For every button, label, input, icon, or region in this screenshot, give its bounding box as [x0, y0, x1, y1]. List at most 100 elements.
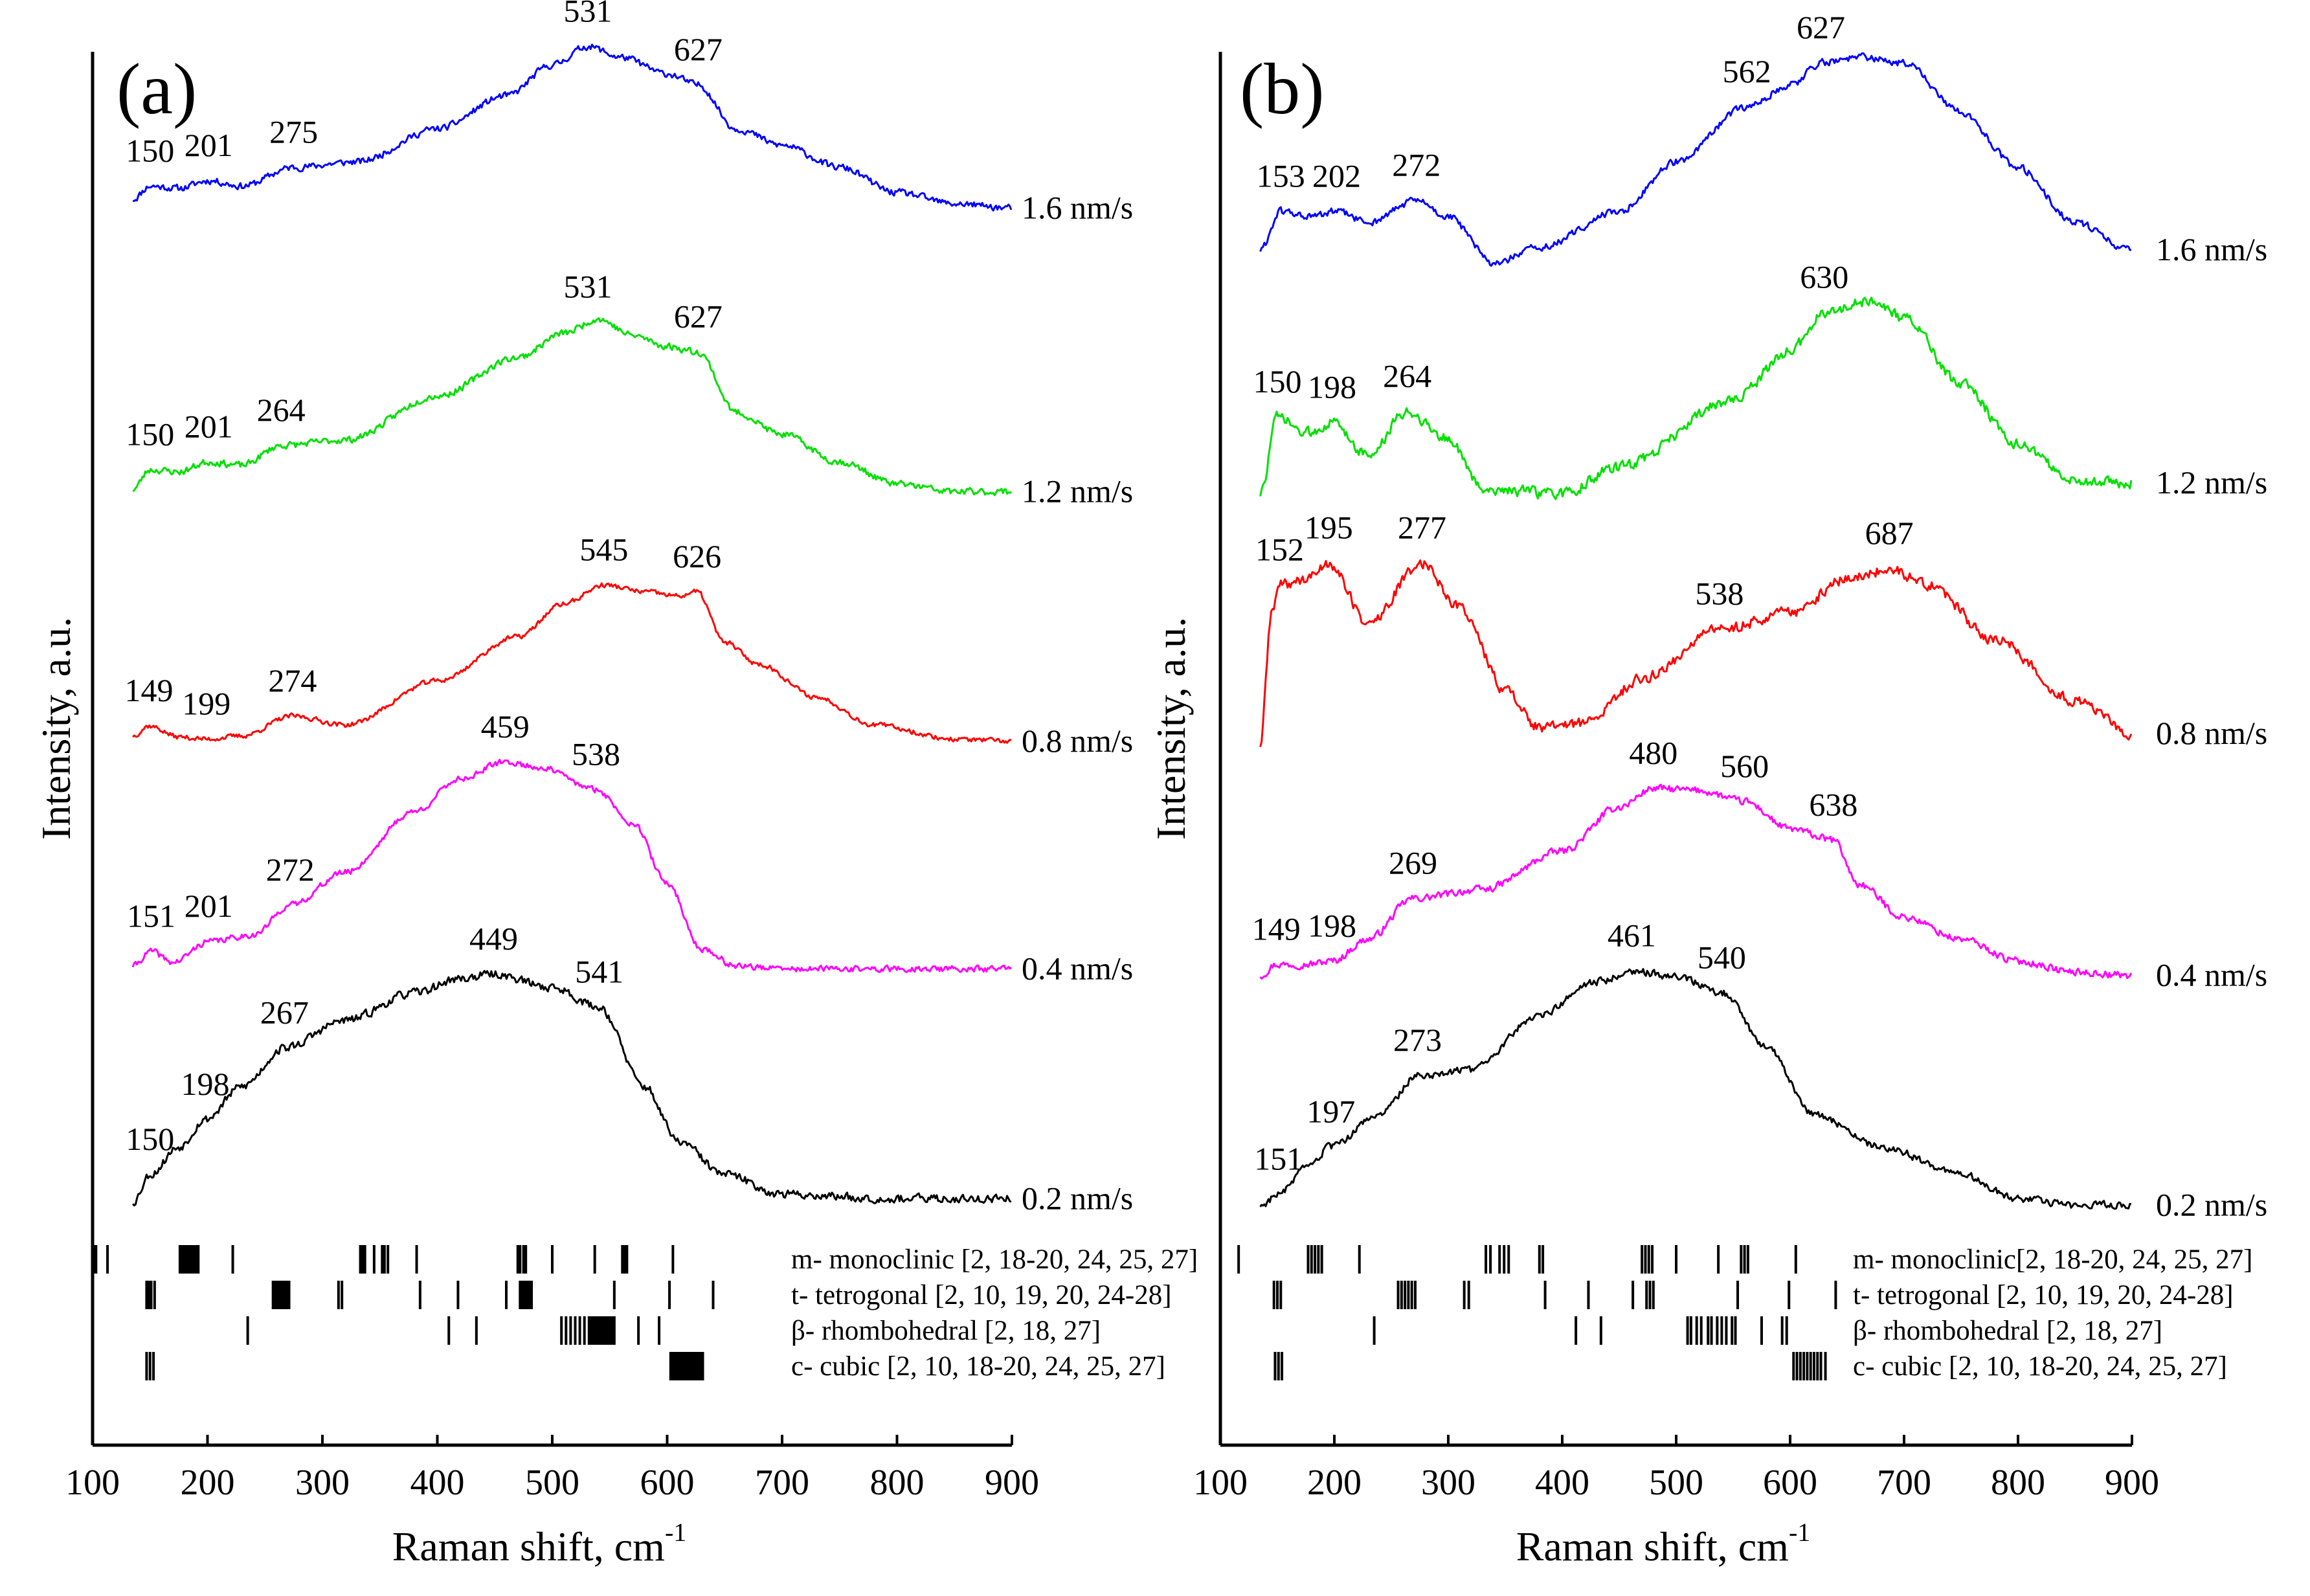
series-line-1-2-nm-s	[1259, 297, 2133, 500]
x-axis-title-text: Raman shift, cm	[1516, 1523, 1789, 1569]
x-tick-label: 500	[1649, 1463, 1703, 1503]
peak-label: 150	[126, 416, 174, 452]
peak-label: 562	[1723, 53, 1771, 89]
peak-label: 480	[1629, 735, 1677, 771]
peak-label: 545	[579, 532, 628, 568]
x-axis-title: Raman shift, cm-1	[392, 1518, 687, 1569]
x-axis-title: Raman shift, cm-1	[1516, 1518, 1811, 1569]
reference-label: β- rhombohedral [2, 18, 27]	[1853, 1316, 2162, 1346]
series-rate-label: 1.6 nm/s	[2156, 231, 2267, 267]
x-tick-label: 300	[295, 1463, 350, 1503]
x-tick-label: 300	[1421, 1463, 1475, 1503]
x-tick-label: 100	[65, 1463, 120, 1503]
peak-label: 267	[260, 995, 309, 1031]
x-tick-label: 500	[525, 1463, 579, 1503]
reference-label: m- monoclinic[2, 18-20, 24, 25, 27]	[1853, 1244, 2252, 1275]
x-tick-label: 900	[2105, 1463, 2159, 1503]
peak-label: 149	[1252, 911, 1301, 947]
peak-label: 687	[1865, 515, 1914, 551]
x-tick-label: 700	[755, 1463, 809, 1503]
peak-label: 627	[674, 31, 723, 67]
y-axis-title: Intensity, a.u.	[33, 617, 79, 840]
x-tick-label: 100	[1193, 1463, 1248, 1503]
peak-label: 201	[185, 127, 233, 163]
x-axis-title-superscript: -1	[665, 1518, 686, 1547]
reference-label: β- rhombohedral [2, 18, 27]	[791, 1316, 1101, 1346]
series-line-0-4-nm-s	[1259, 783, 2133, 980]
x-tick-label: 200	[1307, 1463, 1362, 1503]
peak-label: 531	[564, 0, 612, 29]
x-tick-label: 900	[985, 1463, 1039, 1503]
series-rate-label: 0.2 nm/s	[2156, 1187, 2267, 1223]
peak-label: 272	[266, 851, 315, 888]
reference-label: t- tetrogonal [2, 10, 19, 20, 24-28]	[791, 1280, 1172, 1310]
peak-label: 630	[1800, 259, 1848, 295]
reference-label: c- cubic [2, 10, 18-20, 24, 25, 27]	[791, 1351, 1165, 1382]
x-tick-label: 800	[870, 1463, 925, 1503]
panel-a: 100 200 300 400 500 600 700 800 900 Raman shift, …	[33, 0, 1198, 1569]
peak-label: 627	[1797, 9, 1845, 45]
panel-label: (a)	[117, 49, 197, 129]
series-rate-label: 0.2 nm/s	[1022, 1180, 1133, 1216]
x-axis-title-superscript: -1	[1789, 1518, 1810, 1547]
reference-label: t- tetrogonal [2, 10, 19, 20, 24-28]	[1853, 1280, 2234, 1310]
reference-label: m- monoclinic [2, 18-20, 24, 25, 27]	[791, 1244, 1198, 1275]
peak-label: 627	[674, 298, 723, 335]
series-line-1-2-nm-s	[132, 317, 1012, 497]
peak-label: 150	[126, 1121, 174, 1157]
series-line-0-2-nm-s	[1259, 968, 2132, 1210]
panel-label: (b)	[1240, 49, 1325, 129]
peak-label: 198	[181, 1066, 229, 1102]
peak-label: 264	[257, 392, 306, 428]
peak-label: 540	[1698, 939, 1746, 976]
series-rate-label: 1.2 nm/s	[2156, 464, 2267, 500]
panel-b: 100 200 300 400 500 600 700 800 900 Raman shift, …	[1148, 9, 2267, 1569]
peak-label: 269	[1389, 845, 1437, 881]
series-rate-label: 1.2 nm/s	[1022, 473, 1133, 509]
peak-label: 272	[1392, 147, 1441, 183]
x-tick-label: 400	[1535, 1463, 1589, 1503]
series-line-0-2-nm-s	[132, 970, 1012, 1207]
peak-label: 461	[1608, 917, 1656, 954]
peak-label: 560	[1720, 748, 1769, 784]
peak-label: 538	[572, 736, 620, 772]
peak-label: 195	[1305, 510, 1353, 546]
peak-label: 197	[1306, 1094, 1355, 1130]
peak-label: 149	[124, 672, 173, 708]
x-tick-label: 600	[640, 1463, 695, 1503]
peak-label: 264	[1383, 358, 1431, 394]
peak-label: 273	[1393, 1022, 1442, 1058]
peak-label: 449	[469, 921, 518, 957]
x-tick-label: 700	[1877, 1463, 1931, 1503]
peak-label: 538	[1695, 576, 1744, 612]
series-line-0-4-nm-s	[131, 758, 1012, 973]
peak-label: 150	[1253, 363, 1302, 399]
peak-label: 151	[127, 897, 175, 934]
x-tick-label: 200	[181, 1463, 235, 1503]
series-rate-label: 0.4 nm/s	[1022, 950, 1133, 987]
peak-label: 277	[1398, 510, 1446, 546]
series-line-1-6-nm-s	[133, 43, 1013, 212]
peak-label: 626	[673, 538, 721, 574]
peak-label: 152	[1255, 532, 1304, 568]
peak-label: 201	[185, 409, 233, 445]
series-line-0-8-nm-s	[1259, 559, 2133, 747]
peak-label: 541	[575, 954, 623, 990]
peak-label: 274	[268, 662, 317, 699]
x-axis-title-text: Raman shift, cm	[392, 1523, 665, 1569]
peak-label: 150	[126, 132, 174, 168]
peak-label: 151	[1254, 1141, 1303, 1177]
peak-label: 638	[1809, 787, 1857, 823]
peak-label: 531	[564, 268, 612, 304]
peak-label: 199	[182, 686, 230, 722]
peak-label: 198	[1308, 908, 1356, 944]
y-axis-title: Intensity, a.u.	[1148, 617, 1194, 840]
series-rate-label: 0.8 nm/s	[2156, 715, 2267, 751]
x-tick-label: 600	[1763, 1463, 1817, 1503]
series-line-0-8-nm-s	[132, 582, 1012, 744]
series-line-1-6-nm-s	[1259, 52, 2132, 267]
peak-label: 202	[1312, 158, 1361, 194]
reference-label: c- cubic [2, 10, 18-20, 24, 25, 27]	[1853, 1351, 2227, 1382]
peak-label: 459	[481, 708, 530, 745]
